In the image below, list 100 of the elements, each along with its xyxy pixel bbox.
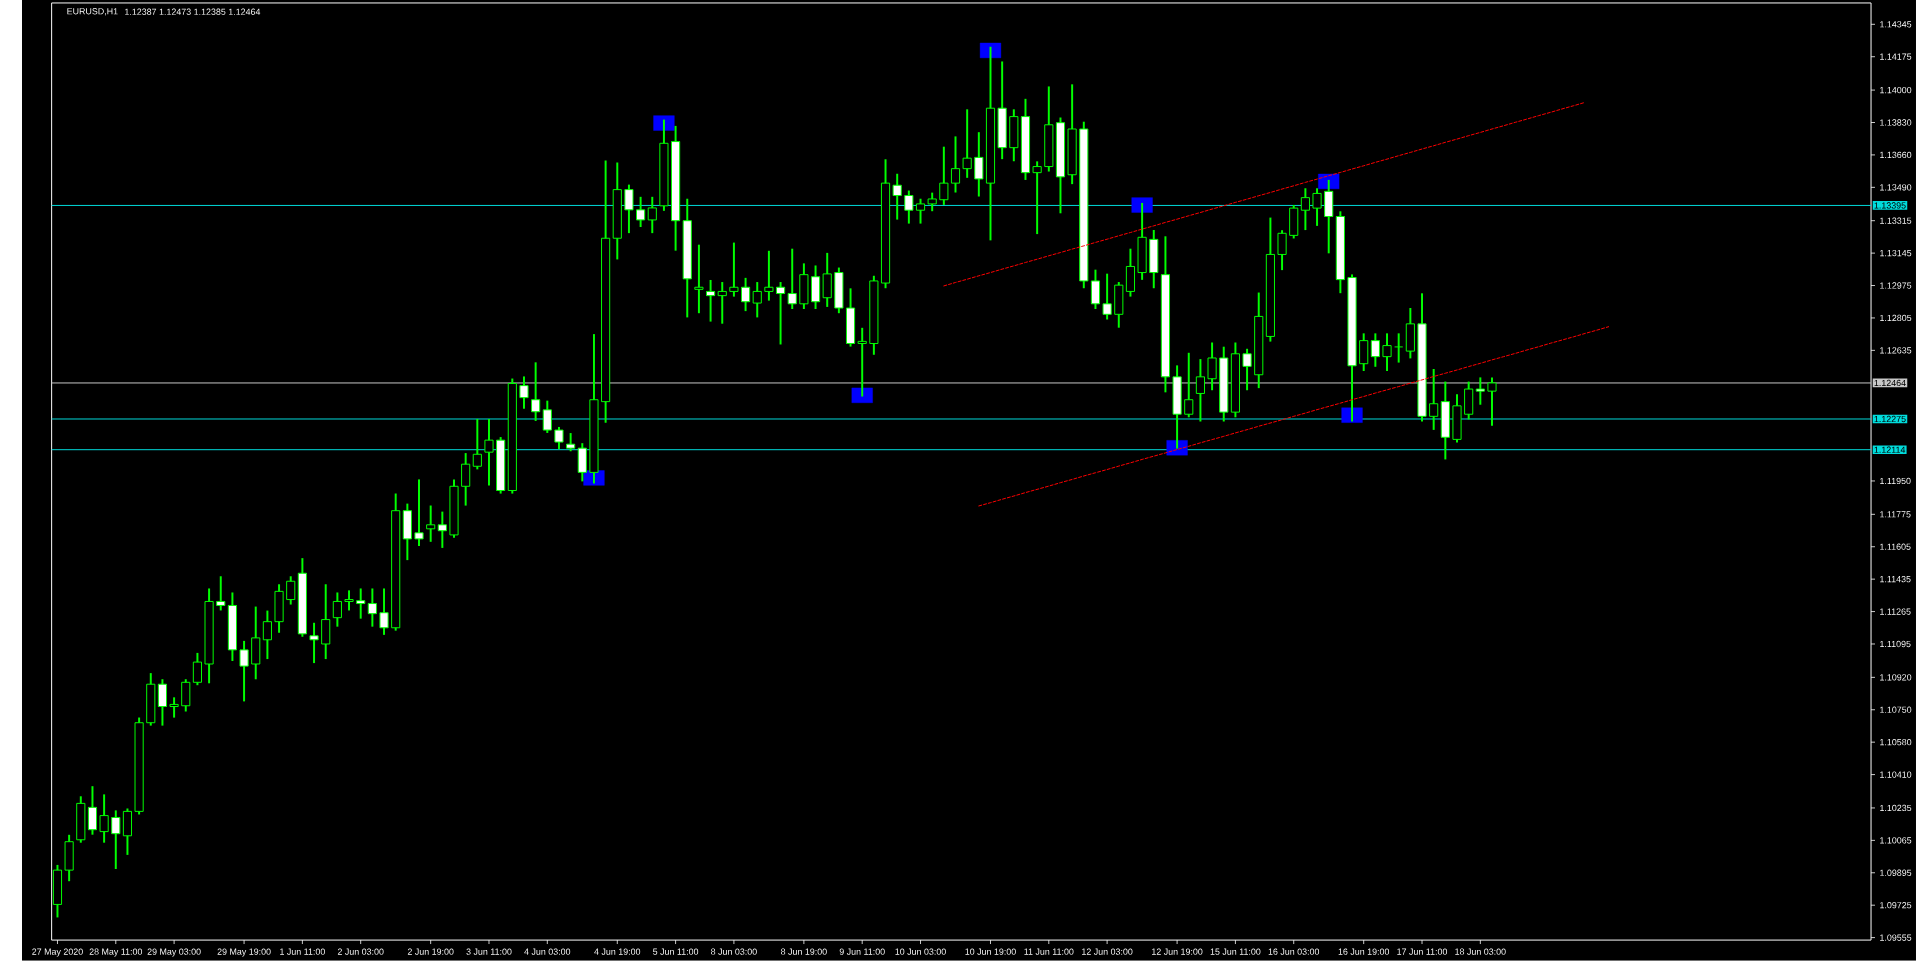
x-tick-label: 12 Jun 19:00	[1152, 948, 1203, 955]
candlestick	[332, 592, 342, 627]
candlestick	[344, 590, 354, 611]
line-series	[943, 101, 1586, 287]
candlestick	[950, 136, 961, 193]
y-tick-label: 1.12635	[1880, 347, 1912, 354]
candlestick	[1429, 369, 1439, 430]
y-tick-label: 1.14175	[1880, 53, 1912, 60]
y-tick-label: 1.09725	[1880, 902, 1912, 909]
y-tick-label: 1.13145	[1880, 250, 1912, 257]
y-tick-label: 1.13830	[1880, 119, 1912, 126]
x-tick-label: 10 Jun 19:00	[965, 948, 1016, 955]
candlestick	[1475, 377, 1485, 405]
x-tick-label: 8 Jun 03:00	[711, 948, 757, 955]
candlestick	[414, 479, 424, 547]
candlestick	[706, 280, 716, 322]
x-tick-label: 2 Jun 19:00	[407, 948, 454, 955]
y-tick-label: 1.11605	[1880, 543, 1911, 550]
x-tick-label: 16 Jun 19:00	[1338, 948, 1390, 955]
ref-line-label: 1.12114	[1874, 446, 1906, 453]
x-tick-label: 29 May 19:00	[217, 948, 271, 957]
y-tick-label: 1.12805	[1880, 314, 1912, 322]
candlestick	[647, 196, 657, 234]
point	[979, 42, 1002, 59]
candlestick	[892, 173, 902, 220]
candlestick	[216, 576, 226, 611]
candlestick	[157, 679, 168, 726]
candlestick	[740, 277, 751, 312]
y-tick-label: 1.11775	[1880, 511, 1911, 518]
x-tick-label: 5 Jun 11:00	[653, 948, 699, 955]
candlestick	[1394, 333, 1404, 363]
y-tick-label: 1.13490	[1880, 184, 1912, 191]
y-tick-label: 1.09895	[1880, 869, 1912, 877]
candlestick	[775, 282, 786, 345]
candlestick	[694, 244, 704, 314]
ref-line-label: 1.13395	[1874, 202, 1906, 209]
candlestick	[437, 511, 447, 548]
candlestick	[542, 400, 552, 434]
x-tick-label: 4 Jun 19:00	[594, 948, 641, 955]
candlestick	[857, 327, 867, 397]
candlestick	[111, 810, 121, 870]
candlestick	[717, 282, 727, 324]
candlestick	[729, 242, 739, 297]
point	[1131, 197, 1153, 213]
candlestick	[787, 248, 797, 310]
y-tick-label: 1.11265	[1880, 608, 1911, 615]
candlestick	[1184, 352, 1194, 418]
candlestick	[309, 622, 319, 664]
candlestick	[262, 610, 272, 660]
ref-line-label: 1.12275	[1874, 415, 1906, 423]
candlestick	[1102, 273, 1112, 320]
candlestick	[1487, 377, 1497, 426]
x-tick-label: 12 Jun 03:00	[1082, 948, 1133, 955]
y-tick-label: 1.13315	[1880, 217, 1912, 224]
candlestick	[379, 588, 389, 635]
candlestick	[1382, 333, 1392, 372]
x-tick-label: 2 Jun 03:00	[337, 948, 384, 955]
candlestick	[1300, 188, 1310, 231]
candlestick	[356, 588, 366, 619]
x-tick-label: 8 Jun 19:00	[781, 948, 827, 955]
y-tick-label: 1.10920	[1880, 674, 1912, 681]
point	[1341, 407, 1363, 423]
chart-title: EURUSD,H1	[67, 8, 118, 16]
candlestick	[752, 282, 762, 318]
candlestick	[426, 505, 436, 542]
candlestick	[169, 697, 179, 718]
x-tick-label: 9 Jun 11:00	[839, 948, 885, 955]
x-tick-label: 27 May 2020	[32, 948, 83, 957]
candlestick	[87, 786, 98, 835]
x-tick-label: 1 Jun 11:00	[280, 948, 325, 955]
y-tick-label: 1.10410	[1880, 771, 1912, 778]
candlestick	[519, 376, 529, 409]
y-tick-label: 1.09555	[1880, 934, 1912, 941]
candlestick	[367, 588, 377, 627]
candlestick	[461, 453, 471, 506]
candlestick	[99, 794, 109, 843]
candlestick	[915, 198, 926, 224]
candlestick	[531, 362, 541, 422]
candlestick	[962, 109, 972, 178]
candlestick	[1090, 269, 1101, 310]
x-tick-label: 17 Jun 11:00	[1397, 948, 1448, 955]
y-tick-label: 1.12975	[1880, 282, 1912, 289]
candlestick	[181, 679, 191, 712]
point	[851, 387, 873, 404]
x-tick-label: 29 May 03:00	[147, 948, 201, 957]
y-tick-label: 1.13660	[1880, 151, 1912, 159]
x-tick-label: 18 Jun 03:00	[1455, 948, 1506, 955]
candlestick	[1277, 230, 1287, 271]
y-tick-label: 1.11950	[1880, 477, 1911, 485]
y-tick-label: 1.11095	[1880, 640, 1911, 648]
x-tick-label: 4 Jun 03:00	[524, 948, 571, 955]
candlestick	[484, 419, 494, 486]
x-tick-label: 11 Jun 11:00	[1024, 948, 1074, 955]
candlestick	[822, 252, 832, 307]
candlestick	[192, 652, 202, 686]
x-tick-label: 3 Jun 11:00	[466, 948, 512, 955]
x-tick-label: 16 Jun 03:00	[1268, 948, 1320, 955]
y-tick-label: 1.10065	[1880, 837, 1912, 844]
y-tick-label: 1.11435	[1880, 576, 1911, 583]
ref-line-label: 1.12464	[1874, 379, 1906, 387]
